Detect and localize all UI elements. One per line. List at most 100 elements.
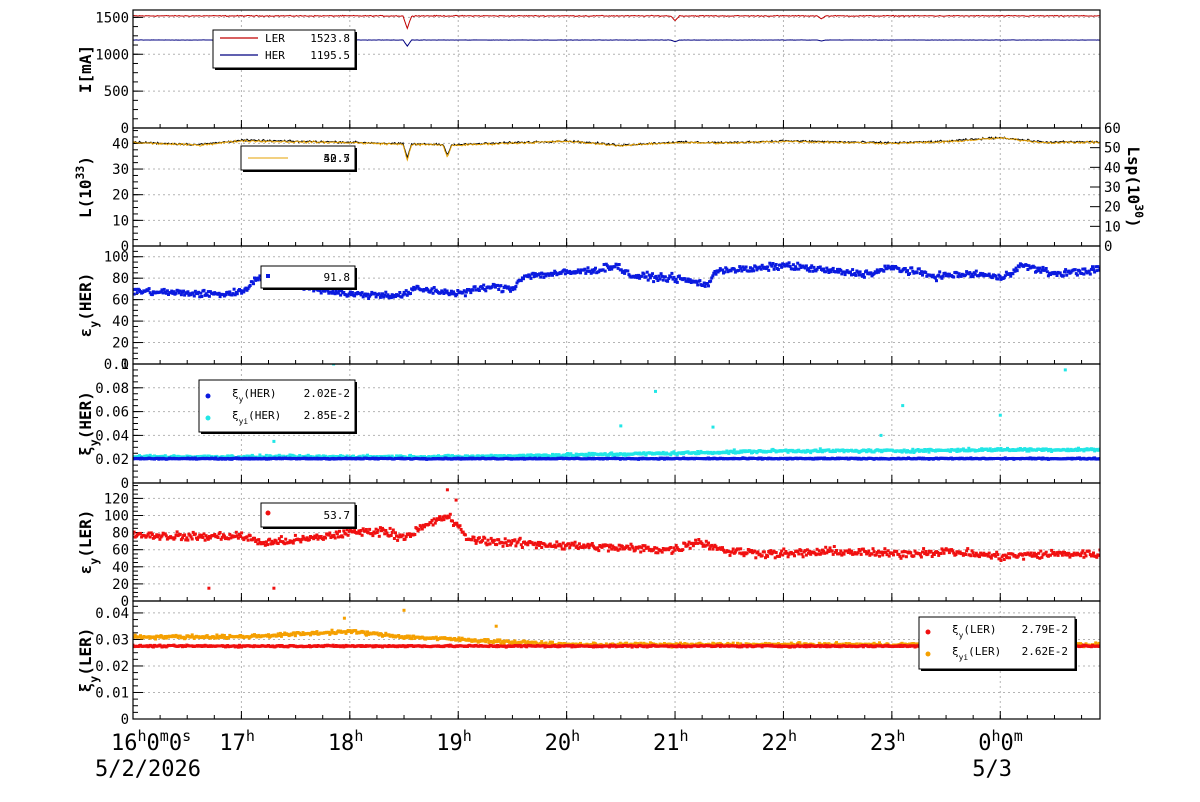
data-point [266,543,269,546]
data-point [459,524,462,527]
data-point [897,267,900,270]
data-point [829,546,832,549]
y-tick-label: 0 [121,476,129,492]
data-point [522,277,525,280]
y-tick-label: 0.04 [95,606,129,622]
data-point [939,552,942,555]
data-point [778,555,781,558]
data-point [732,548,735,551]
text-part: (HER) [76,391,95,439]
data-point [851,268,854,271]
data-point [881,554,884,557]
data-point [938,270,941,273]
data-point [474,285,477,288]
data-point [954,553,957,556]
data-point [242,290,245,293]
data-point [530,277,533,280]
data-point [396,539,399,542]
data-point [808,270,811,273]
data-point [812,266,815,269]
data-point [390,534,393,537]
data-point [878,555,881,558]
data-point [975,270,978,273]
data-point [739,547,742,550]
data-point [642,273,645,276]
data-point [1061,554,1064,557]
data-point [151,533,154,536]
data-point [994,275,997,278]
data-point [464,533,467,536]
data-point [1016,269,1019,272]
data-point [1085,554,1088,557]
right-tick-label: 20 [1104,200,1121,216]
y-tick-label: 20 [112,188,129,204]
data-point [519,537,522,540]
data-point [1079,554,1082,557]
data-point [805,264,808,267]
data-point [392,529,395,532]
data-point [1000,559,1003,562]
data-point [594,267,597,270]
data-point [361,534,364,537]
data-point [708,548,711,551]
data-point [249,534,252,537]
data-point [922,547,925,550]
data-point [833,545,836,548]
data-point [948,551,951,554]
data-point [597,549,600,552]
data-point [502,545,505,548]
data-point [1045,267,1048,270]
data-point [824,546,827,549]
data-point [651,272,654,275]
data-point [892,553,895,556]
data-point [832,267,835,270]
data-point [921,274,924,277]
data-point [1022,558,1025,561]
data-point [996,278,999,281]
y-tick-label: 0 [121,712,129,728]
data-point [924,550,927,553]
data-point [504,537,507,540]
text-part: ξ [76,683,95,693]
y-tick-label: 60 [112,543,129,559]
data-point [1091,265,1094,268]
data-point [607,550,610,553]
data-point [707,542,710,545]
data-point [389,527,392,530]
data-point [662,279,665,282]
right-tick-label: 60 [1104,121,1121,137]
data-point [478,289,481,292]
data-point [780,266,783,269]
data-point [493,539,496,542]
data-point [579,271,582,274]
data-point [964,553,967,556]
y-tick-label: 40 [112,136,129,152]
data-point [351,291,354,294]
data-point [1057,554,1060,557]
text-part: I[mA] [76,45,95,93]
text-part: y [87,321,101,328]
data-point [859,270,862,273]
data-point [704,285,707,288]
data-point [729,554,732,557]
data-point [560,545,563,548]
data-point [442,518,445,521]
data-point [916,271,919,274]
text-part: ) [76,156,95,166]
data-point [770,265,773,268]
data-point [860,553,863,556]
data-point [240,531,243,534]
y-tick-label: 0 [121,121,129,137]
data-point [568,546,571,549]
data-point [935,279,938,282]
data-point [478,536,481,539]
text-part: (LER) [76,510,95,558]
data-point [473,536,476,539]
data-point [173,536,176,539]
data-point [514,544,517,547]
data-point [678,275,681,278]
data-point [1039,550,1042,553]
data-point [514,285,517,288]
